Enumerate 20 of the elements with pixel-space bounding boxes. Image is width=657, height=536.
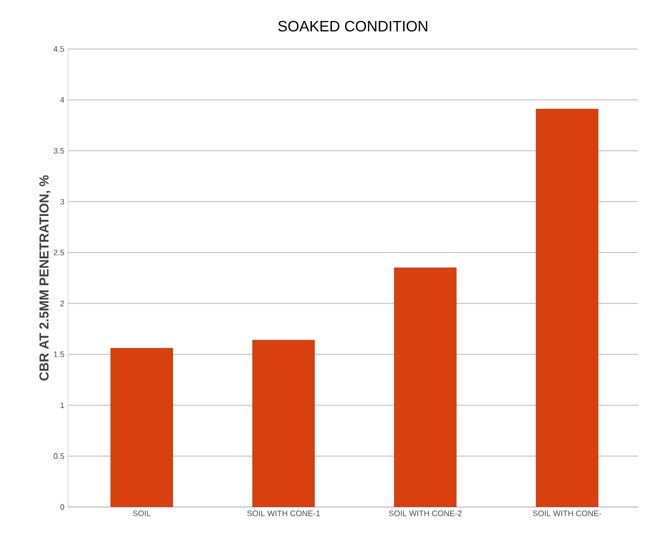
y-tick-label: 4.5	[54, 46, 64, 52]
chart-title: SOAKED CONDITION	[278, 20, 428, 32]
y-tick-label: 2	[60, 300, 64, 306]
y-tick-label: 0	[60, 504, 64, 510]
y-tick-label: 3	[60, 198, 64, 204]
y-tick-label: 1	[60, 402, 64, 408]
y-tick-label: 0.5	[54, 453, 64, 459]
bar	[252, 340, 315, 507]
x-tick-label: SOIL WITH CONE-1	[247, 510, 320, 516]
y-tick-label: 4	[60, 97, 64, 103]
y-tick-label: 1.5	[54, 352, 64, 358]
bar	[394, 268, 457, 507]
y-tick-label: 2.5	[54, 250, 64, 256]
y-tick-label: 3.5	[54, 148, 64, 154]
bar	[536, 108, 598, 507]
x-tick-label: SOIL WITH CONE-	[533, 510, 602, 516]
x-tick-label: SOIL	[132, 510, 151, 516]
y-axis-title: CBR AT 2.5MM PENETRATION, %	[39, 175, 50, 380]
bar	[110, 348, 173, 507]
x-tick-label: SOIL WITH CONE-2	[389, 510, 462, 516]
